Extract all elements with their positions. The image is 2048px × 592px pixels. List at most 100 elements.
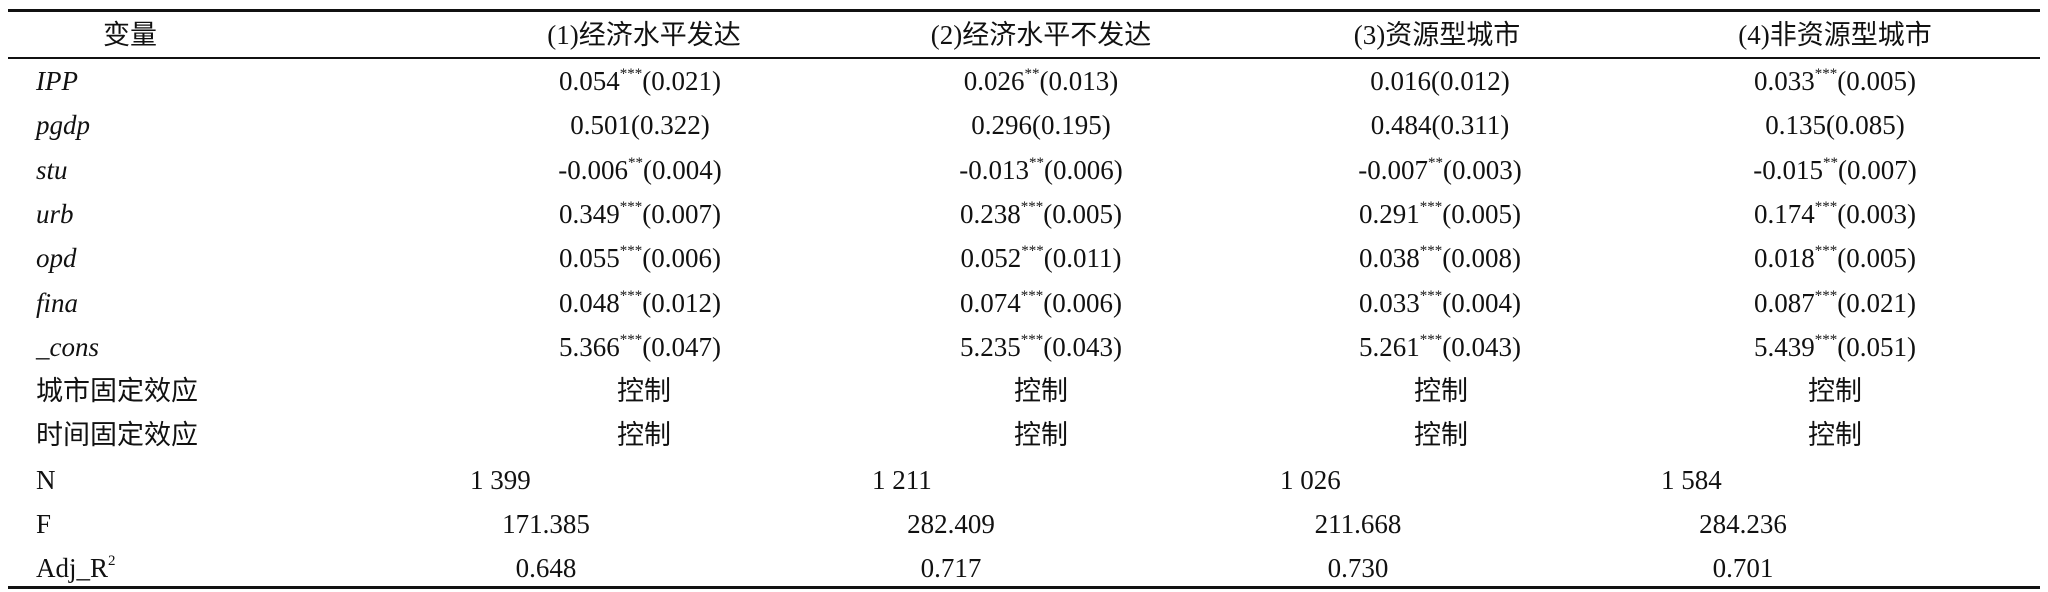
coefficient: -0.006 [558,154,629,185]
coef-cell: 0.238***(0.005) [960,198,1122,230]
coef-cell: 5.235***(0.043) [960,331,1122,363]
standard-error: (0.003) [1443,154,1522,185]
coef-cell: 0.026**(0.013) [964,65,1118,97]
coefficient: 0.033 [1754,66,1815,96]
coefficient: 0.054 [559,66,620,96]
row-label: Adj_R2 [36,552,116,584]
coef-cell: 0.052***(0.011) [961,242,1122,274]
coefficient: 0.033 [1359,287,1420,318]
standard-error: (0.006) [642,243,721,274]
significance-stars: ** [1029,154,1045,171]
coef-cell: 0.484(0.311) [1371,109,1509,141]
coefficient: 0.174 [1754,198,1815,229]
standard-error: (0.011) [1043,243,1122,274]
row-label: 城市固定效应 [36,375,198,407]
stat-cell: 控制 [1014,376,1068,407]
coefficient: 5.261 [1359,331,1420,362]
coef-cell: 0.055***(0.006) [559,242,721,274]
coef-cell: 0.016(0.012) [1370,65,1509,97]
stat-cell: 控制 [617,420,671,451]
significance-stars: *** [1814,198,1838,215]
standard-error: (0.007) [1838,154,1917,185]
coefficient: 0.238 [960,198,1021,229]
coefficient: 0.026 [963,66,1025,96]
coefficient: 0.074 [960,287,1021,318]
standard-error: (0.012) [642,287,721,318]
standard-error: (0.005) [1442,198,1521,229]
coefficient: 0.501 [570,110,632,141]
significance-stars: *** [1814,243,1838,260]
standard-error: (0.195) [1032,110,1111,141]
significance-stars: *** [1020,287,1044,304]
header-cell: (2)经济水平不发达 [930,20,1152,50]
significance-stars: *** [1419,331,1443,348]
significance-stars: *** [1814,66,1838,82]
coefficient: 5.366 [559,331,620,362]
standard-error: (0.005) [1837,66,1916,96]
standard-error: (0.008) [1442,243,1521,274]
header-cell: (1)经济水平发达 [547,20,741,50]
bottom-rule [8,586,2040,589]
row-label: pgdp [36,109,90,141]
label-text: stu [36,154,68,185]
coefficient: 0.052 [960,243,1022,274]
coefficient: 0.484 [1370,110,1432,141]
stat-cell: 1 211 [872,464,932,495]
standard-error: (0.043) [1043,331,1122,362]
row-label: F [36,508,51,540]
significance-stars: *** [619,198,643,215]
row-label: opd [36,242,77,274]
top-rule [8,9,2040,12]
significance-stars: *** [619,331,643,348]
coef-cell: 0.074***(0.006) [960,287,1122,319]
stat-cell: 284.236 [1699,509,1787,539]
significance-stars: ** [1024,66,1040,82]
coef-cell: 0.501(0.322) [570,109,709,141]
standard-error: (0.004) [1442,287,1521,318]
label-text: _cons [36,331,99,362]
label-text: fina [36,287,79,318]
coefficient: 0.018 [1754,243,1815,274]
coefficient: 5.235 [960,331,1021,362]
label-text: urb [36,198,74,229]
coefficient: -0.013 [959,154,1030,185]
stat-cell: 控制 [1414,420,1468,451]
coef-cell: 0.349***(0.007) [559,198,721,230]
significance-stars: *** [1814,287,1838,304]
stat-cell: 0.730 [1327,553,1389,584]
standard-error: (0.085) [1826,110,1905,141]
standard-error: (0.311) [1431,110,1510,141]
significance-stars: *** [619,243,643,260]
standard-error: (0.005) [1837,243,1916,274]
coefficient: 0.038 [1359,243,1420,274]
coef-cell: 0.054***(0.021) [559,65,721,97]
standard-error: (0.006) [1043,287,1122,318]
coef-cell: 5.366***(0.047) [559,331,721,363]
coef-cell: 0.038***(0.008) [1359,242,1521,274]
header-cell: (3)资源型城市 [1353,20,1521,50]
header-cell: 变量 [103,20,157,50]
coef-cell: 5.261***(0.043) [1359,331,1521,363]
standard-error: (0.021) [642,66,721,96]
standard-error: (0.051) [1837,331,1916,362]
label-sup: 2 [108,553,116,570]
coefficient: -0.015 [1753,154,1824,185]
label-text: 城市固定效应 [36,376,198,407]
label-text: N [36,464,56,495]
standard-error: (0.021) [1837,287,1916,318]
row-label: IPP [36,65,78,97]
coef-cell: -0.007**(0.003) [1358,154,1521,186]
coefficient: 0.048 [559,287,620,318]
standard-error: (0.004) [643,154,722,185]
label-text: IPP [36,66,78,96]
coef-cell: 0.291***(0.005) [1359,198,1521,230]
stat-cell: 0.717 [920,553,982,584]
standard-error: (0.043) [1442,331,1521,362]
stat-cell: 0.648 [515,553,577,584]
label-text: Adj_R [36,553,109,584]
significance-stars: *** [1020,198,1044,215]
coef-cell: 0.135(0.085) [1765,109,1904,141]
stat-cell: 211.668 [1314,509,1402,539]
coefficient: 5.439 [1754,331,1815,362]
